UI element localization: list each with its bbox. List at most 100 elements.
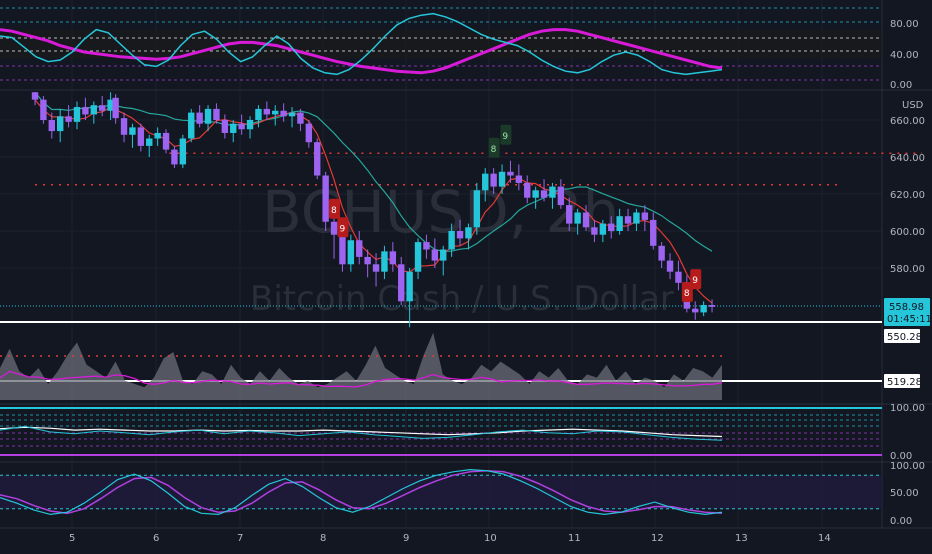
candle-body-61	[540, 190, 548, 198]
candle-body-37	[339, 234, 346, 265]
td-badge-4	[681, 282, 693, 303]
candle-body-34	[314, 142, 321, 176]
rsi-tick-0: 0.00	[890, 80, 912, 91]
time-label-10: 10	[484, 533, 497, 544]
candle-body-72	[633, 212, 640, 224]
td-badge-2	[329, 198, 341, 219]
candle-body-18	[179, 138, 187, 165]
candle-body-43	[389, 251, 397, 265]
candle-body-64	[566, 205, 573, 224]
ma-fast-line	[34, 99, 713, 304]
hline-label-1: 550.28	[887, 332, 922, 343]
candle-body-44	[398, 264, 405, 302]
rsi-pane[interactable]	[0, 7, 882, 81]
candle-body-53	[473, 190, 481, 228]
candle-body-1	[40, 99, 47, 120]
candle-body-47	[423, 242, 430, 250]
time-label-7: 7	[237, 533, 243, 544]
candle-body-55	[490, 173, 497, 187]
ma-slow-line	[34, 91, 713, 252]
price-tick-660: 660.00	[890, 116, 925, 127]
candle-body-80	[700, 305, 707, 313]
candle-body-26	[246, 120, 254, 130]
osc1-tick-100: 100.00	[890, 403, 925, 414]
candle-body-71	[624, 216, 632, 224]
candle-body-19	[188, 112, 195, 139]
candle-body-63	[557, 186, 565, 206]
candle-body-32	[297, 112, 304, 124]
oscillator-pane-2[interactable]	[0, 468, 882, 516]
price-axis[interactable]: 80.00 40.00 0.00 USD 660.00 640.00 620.0…	[884, 19, 932, 527]
candle-body-38	[347, 240, 355, 265]
price-tick-620: 620.00	[890, 190, 925, 201]
osc1-white-line	[0, 426, 723, 438]
candle-body-59	[524, 182, 531, 198]
time-label-8: 8	[320, 533, 326, 544]
candle-body-50	[448, 231, 455, 250]
candle-body-28	[263, 108, 271, 115]
grid	[0, 0, 932, 529]
osc2-tick-0: 0.00	[890, 516, 912, 527]
candle-body-12	[129, 127, 136, 135]
candle-body-75	[658, 245, 665, 261]
candle-body-22	[213, 108, 220, 120]
candle-body-52	[465, 227, 472, 239]
candle-body-4	[65, 116, 72, 122]
candle-body-48	[431, 249, 439, 261]
candle-body-5	[73, 107, 81, 122]
candle-body-46	[414, 242, 422, 272]
candle-body-67	[591, 227, 598, 235]
candle-body-40	[364, 256, 371, 265]
candle-body-51	[456, 231, 464, 239]
td-label-3: 9	[339, 224, 345, 234]
candle-body-77	[675, 271, 682, 283]
candle-body-81	[708, 305, 716, 307]
candle-body-54	[482, 173, 489, 191]
candle-body-68	[599, 223, 607, 235]
osc2-purple-line	[0, 469, 723, 515]
price-tick-580: 580.00	[890, 264, 925, 275]
osc2-cyan-line	[0, 468, 723, 516]
candle-body-70	[616, 216, 623, 231]
currency-label: USD	[902, 100, 924, 111]
rsi-band	[0, 29, 882, 59]
volume-area	[0, 332, 722, 400]
watermark-symbol: BCHUSD, 2h	[262, 178, 619, 246]
candle-body-56	[498, 171, 506, 187]
hline-badge-1	[884, 329, 920, 343]
candle-body-13	[137, 127, 145, 146]
last-price-badge	[884, 298, 930, 326]
rsi-magenta-line	[0, 28, 723, 75]
candle-body-14	[146, 138, 153, 146]
oscillator-pane-1[interactable]	[0, 407, 882, 456]
time-label-9: 9	[403, 533, 409, 544]
candle-body-57	[507, 171, 514, 176]
candle-body-23	[221, 120, 229, 133]
candle-body-10	[112, 97, 119, 119]
td-label-4: 8	[684, 289, 690, 299]
volume-ma-line	[0, 370, 723, 388]
candle-body-11	[120, 118, 128, 135]
time-axis[interactable]: 5 6 7 8 9 10 11 12 13 14	[69, 533, 831, 544]
candle-body-30	[280, 110, 287, 117]
volume-pane[interactable]	[0, 332, 723, 400]
hline-badge-2	[884, 374, 920, 388]
time-label-14: 14	[818, 533, 831, 544]
candle-body-24	[230, 123, 237, 133]
td-badge-5	[690, 269, 702, 290]
candle-body-3	[57, 116, 64, 132]
candle-body-21	[204, 108, 212, 124]
candle-body-16	[162, 132, 170, 150]
candle-body-33	[305, 123, 313, 143]
td-badge-3	[337, 217, 349, 238]
osc1-tick-0: 0.00	[890, 451, 912, 462]
candle-body-2	[48, 120, 55, 132]
price-tick-640: 640.00	[890, 153, 925, 164]
countdown-label: 01:45:11	[887, 314, 932, 325]
candle-body-76	[666, 260, 674, 272]
candle-body-29	[272, 110, 279, 115]
candle-body-42	[381, 251, 388, 272]
